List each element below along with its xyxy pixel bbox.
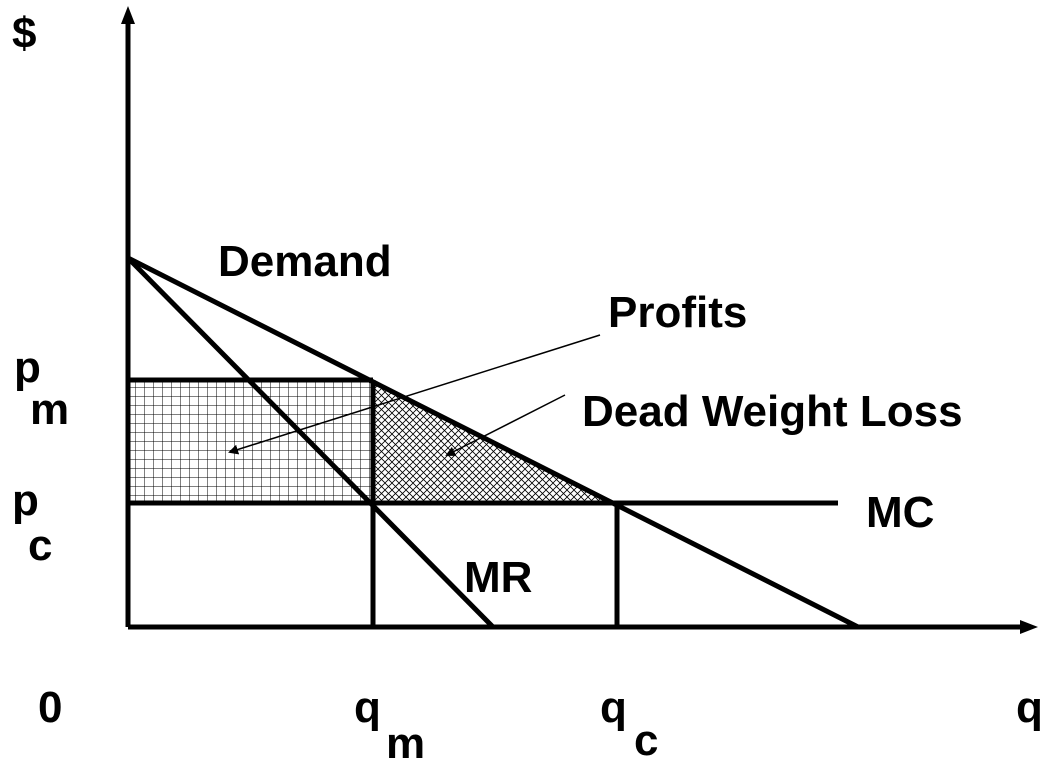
profits-label: Profits: [608, 288, 747, 337]
demand-label: Demand: [218, 237, 392, 286]
profits-arrow: [228, 334, 601, 455]
mr-label: MR: [464, 553, 532, 602]
profits-area: [128, 380, 373, 503]
quantity-subscript: c: [634, 716, 658, 761]
dwl-label: Dead Weight Loss: [582, 387, 963, 436]
quantity-subscript: m: [386, 719, 425, 761]
dwl-arrow: [445, 394, 566, 456]
y-axis-label: $: [12, 9, 36, 58]
demand-curve: [126, 255, 860, 630]
origin-label: 0: [38, 683, 62, 732]
y-axis-arrow: [121, 6, 135, 24]
mc-label: MC: [866, 488, 934, 537]
quantity-symbol: q: [600, 683, 627, 732]
price-subscript: c: [28, 521, 52, 570]
mr-curve: [126, 256, 495, 629]
x-axis-arrow: [1020, 620, 1038, 634]
price-subscript: m: [30, 385, 69, 434]
quantity-symbol: q: [354, 683, 381, 732]
price-symbol: p: [12, 476, 39, 525]
x-axis-label: q: [1016, 683, 1043, 732]
price-symbol: p: [14, 343, 41, 392]
